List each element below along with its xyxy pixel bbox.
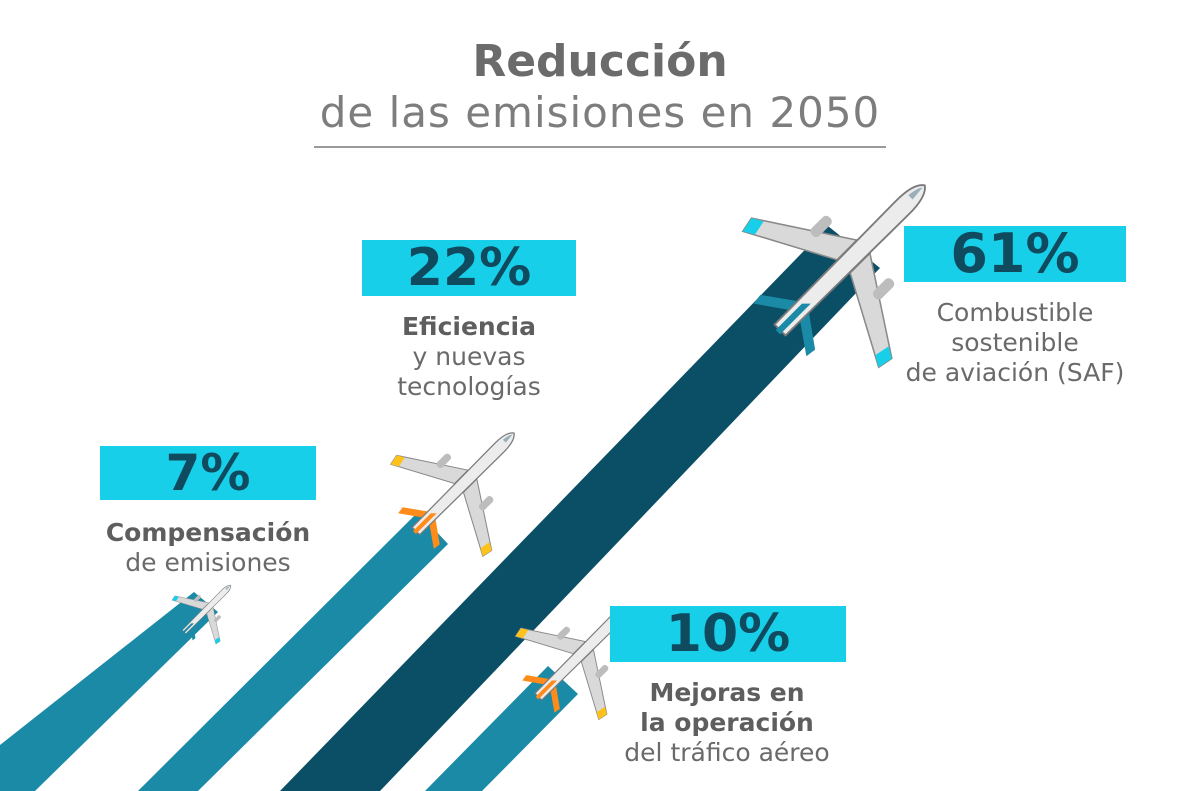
engine	[478, 495, 494, 511]
stabilizer-left	[753, 294, 800, 311]
tail-fin	[182, 623, 194, 634]
value-badge-compensacion: 7%	[100, 446, 316, 500]
label-line: Compensación	[105, 518, 311, 547]
category-label-saf: Combustible sostenible de aviación (SAF)	[880, 298, 1150, 388]
label-line: del tráfico aéreo	[624, 738, 830, 767]
stabilizer-left	[175, 620, 191, 626]
label-line: de aviación (SAF)	[905, 358, 1125, 387]
engine	[214, 615, 221, 623]
category-label-operacion: Mejoras en la operación del tráfico aére…	[598, 678, 856, 768]
title-block: Reducción de las emisiones en 2050	[300, 36, 900, 138]
label-line: de emisiones	[125, 548, 291, 577]
category-label-compensacion: Compensación de emisiones	[88, 518, 328, 578]
fuselage	[181, 584, 232, 635]
engine	[595, 664, 609, 679]
airplane-compensacion	[171, 584, 232, 645]
airplane-eficiencia	[389, 432, 515, 558]
label-line: sostenible	[951, 328, 1079, 357]
stabilizer-left	[522, 675, 551, 685]
engine	[436, 453, 452, 469]
fuselage	[411, 432, 515, 536]
value-badge-operacion: 10%	[610, 606, 846, 662]
stabilizer-right	[550, 684, 560, 713]
wingtip-left	[515, 628, 529, 639]
wingtip-right	[480, 542, 492, 557]
tail-fin	[535, 680, 558, 700]
wingtip-right	[214, 637, 221, 644]
cockpit	[502, 434, 513, 443]
engine	[872, 278, 895, 300]
label-line: Combustible	[936, 298, 1094, 327]
title-underline	[314, 146, 886, 148]
stabilizer-right	[799, 310, 816, 357]
stabilizer-right	[190, 625, 196, 641]
tail-fin	[412, 513, 437, 535]
contrail-eficiencia	[138, 512, 448, 791]
label-line: Eficiencia	[401, 312, 536, 341]
chart-subtitle: de las emisiones en 2050	[319, 88, 881, 137]
stabilizer-left	[398, 507, 430, 518]
value-badge-eficiencia: 22%	[362, 240, 576, 296]
value-badge-saf: 61%	[904, 226, 1126, 282]
label-line: y nuevas	[412, 342, 526, 371]
airplane-saf	[741, 184, 926, 369]
fuselage	[773, 184, 926, 337]
label-line: la operación	[640, 708, 814, 737]
wingtip-left	[742, 218, 764, 235]
cockpit	[225, 585, 231, 590]
engine	[810, 215, 832, 238]
cockpit	[908, 187, 923, 200]
wingtip-right	[875, 346, 892, 368]
category-label-eficiencia: Eficiencia y nuevas tecnologías	[356, 312, 582, 402]
contrail-saf	[280, 226, 880, 791]
wingtip-left	[390, 455, 405, 467]
label-line: tecnologías	[397, 372, 541, 401]
wingtip-left	[172, 595, 179, 602]
wingtip-right	[596, 706, 607, 720]
engine	[556, 626, 571, 640]
airplane-operacion	[514, 607, 628, 721]
engine	[193, 595, 201, 602]
chart-title: Reducción	[472, 36, 728, 87]
tail-fin	[775, 303, 811, 335]
contrail-compensacion	[0, 592, 218, 791]
stabilizer-right	[429, 517, 440, 549]
label-line: Mejoras en	[649, 678, 805, 707]
